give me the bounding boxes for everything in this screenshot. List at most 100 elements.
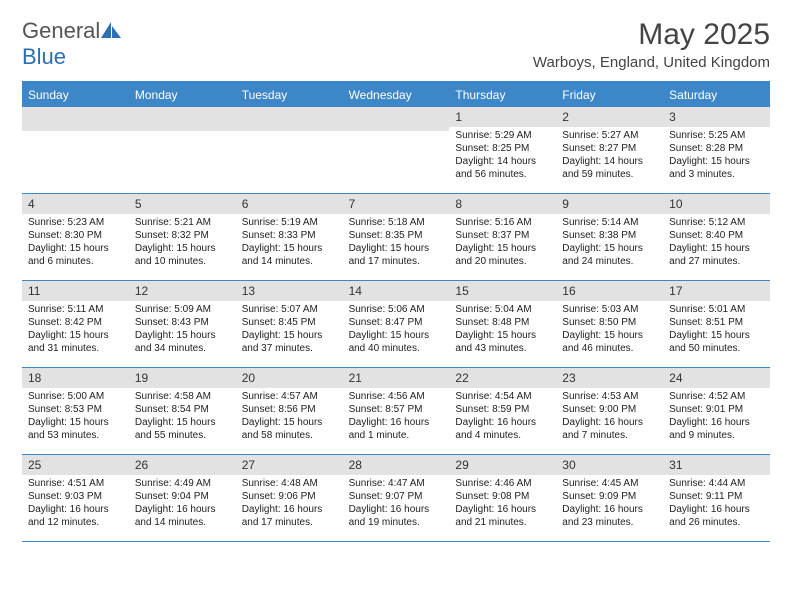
sunrise-text: Sunrise: 5:12 AM <box>669 216 764 229</box>
day-cell: 30Sunrise: 4:45 AMSunset: 9:09 PMDayligh… <box>556 455 663 541</box>
sunset-text: Sunset: 8:32 PM <box>135 229 230 242</box>
sunset-text: Sunset: 8:56 PM <box>242 403 337 416</box>
daylight-text: Daylight: 16 hours and 21 minutes. <box>455 503 550 529</box>
day-body: Sunrise: 4:45 AMSunset: 9:09 PMDaylight:… <box>556 475 663 533</box>
logo-text: General Blue <box>22 18 121 70</box>
sunset-text: Sunset: 8:38 PM <box>562 229 657 242</box>
daylight-text: Daylight: 16 hours and 17 minutes. <box>242 503 337 529</box>
sunset-text: Sunset: 8:35 PM <box>349 229 444 242</box>
sunrise-text: Sunrise: 4:49 AM <box>135 477 230 490</box>
sunset-text: Sunset: 8:25 PM <box>455 142 550 155</box>
day-body: Sunrise: 5:21 AMSunset: 8:32 PMDaylight:… <box>129 214 236 272</box>
day-cell: 1 Sunrise: 5:29 AMSunset: 8:25 PMDaylight… <box>449 107 556 193</box>
sunset-text: Sunset: 8:54 PM <box>135 403 230 416</box>
sunrise-text: Sunrise: 5:25 AM <box>669 129 764 142</box>
sunset-text: Sunset: 8:51 PM <box>669 316 764 329</box>
day-number: 27 <box>236 455 343 475</box>
daylight-text: Daylight: 14 hours and 59 minutes. <box>562 155 657 181</box>
day-body: Sunrise: 5:04 AMSunset: 8:48 PMDaylight:… <box>449 301 556 359</box>
daylight-text: Daylight: 15 hours and 53 minutes. <box>28 416 123 442</box>
day-cell: 10Sunrise: 5:12 AMSunset: 8:40 PMDayligh… <box>663 194 770 280</box>
sunrise-text: Sunrise: 5:23 AM <box>28 216 123 229</box>
day-number: 10 <box>663 194 770 214</box>
daylight-text: Daylight: 14 hours and 56 minutes. <box>455 155 550 181</box>
sunrise-text: Sunrise: 4:57 AM <box>242 390 337 403</box>
day-body: Sunrise: 5:12 AMSunset: 8:40 PMDaylight:… <box>663 214 770 272</box>
day-body: Sunrise: 4:58 AMSunset: 8:54 PMDaylight:… <box>129 388 236 446</box>
sunset-text: Sunset: 9:09 PM <box>562 490 657 503</box>
sunset-text: Sunset: 8:50 PM <box>562 316 657 329</box>
day-number: 31 <box>663 455 770 475</box>
sunrise-text: Sunrise: 5:29 AM <box>455 129 550 142</box>
sunset-text: Sunset: 8:53 PM <box>28 403 123 416</box>
calendar-grid: Sunday Monday Tuesday Wednesday Thursday… <box>22 81 770 542</box>
daylight-text: Daylight: 15 hours and 24 minutes. <box>562 242 657 268</box>
day-number: 6 <box>236 194 343 214</box>
logo-part2: Blue <box>22 44 66 69</box>
day-body: Sunrise: 5:23 AMSunset: 8:30 PMDaylight:… <box>22 214 129 272</box>
day-cell: 26Sunrise: 4:49 AMSunset: 9:04 PMDayligh… <box>129 455 236 541</box>
daylight-text: Daylight: 16 hours and 23 minutes. <box>562 503 657 529</box>
day-cell: 21Sunrise: 4:56 AMSunset: 8:57 PMDayligh… <box>343 368 450 454</box>
day-cell: 4Sunrise: 5:23 AMSunset: 8:30 PMDaylight… <box>22 194 129 280</box>
day-cell: 12Sunrise: 5:09 AMSunset: 8:43 PMDayligh… <box>129 281 236 367</box>
daylight-text: Daylight: 15 hours and 31 minutes. <box>28 329 123 355</box>
sunrise-text: Sunrise: 5:01 AM <box>669 303 764 316</box>
day-body: Sunrise: 5:11 AMSunset: 8:42 PMDaylight:… <box>22 301 129 359</box>
day-number: 1 <box>449 107 556 127</box>
sunset-text: Sunset: 8:48 PM <box>455 316 550 329</box>
sunrise-text: Sunrise: 4:52 AM <box>669 390 764 403</box>
day-body: Sunrise: 5:18 AMSunset: 8:35 PMDaylight:… <box>343 214 450 272</box>
day-cell: 8Sunrise: 5:16 AMSunset: 8:37 PMDaylight… <box>449 194 556 280</box>
day-number: 13 <box>236 281 343 301</box>
weeks-container: 1Sunrise: 5:29 AMSunset: 8:25 PMDaylight… <box>22 107 770 542</box>
day-number: 25 <box>22 455 129 475</box>
logo-sail-icon <box>101 22 121 38</box>
day-number: 18 <box>22 368 129 388</box>
month-title: May 2025 <box>533 18 770 52</box>
day-number: 30 <box>556 455 663 475</box>
daylight-text: Daylight: 16 hours and 12 minutes. <box>28 503 123 529</box>
sunset-text: Sunset: 8:27 PM <box>562 142 657 155</box>
daylight-text: Daylight: 16 hours and 14 minutes. <box>135 503 230 529</box>
day-body: Sunrise: 4:46 AMSunset: 9:08 PMDaylight:… <box>449 475 556 533</box>
day-body: Sunrise: 5:01 AMSunset: 8:51 PMDaylight:… <box>663 301 770 359</box>
day-number: 21 <box>343 368 450 388</box>
day-cell: 13Sunrise: 5:07 AMSunset: 8:45 PMDayligh… <box>236 281 343 367</box>
sunrise-text: Sunrise: 4:47 AM <box>349 477 444 490</box>
day-body: Sunrise: 5:25 AMSunset: 8:28 PMDaylight:… <box>663 127 770 185</box>
day-cell: 23Sunrise: 4:53 AMSunset: 9:00 PMDayligh… <box>556 368 663 454</box>
sunset-text: Sunset: 9:03 PM <box>28 490 123 503</box>
day-body: Sunrise: 5:27 AMSunset: 8:27 PMDaylight:… <box>556 127 663 185</box>
day-header-sun: Sunday <box>22 83 129 107</box>
day-body: Sunrise: 4:48 AMSunset: 9:06 PMDaylight:… <box>236 475 343 533</box>
day-cell: 24Sunrise: 4:52 AMSunset: 9:01 PMDayligh… <box>663 368 770 454</box>
day-body: Sunrise: 4:53 AMSunset: 9:00 PMDaylight:… <box>556 388 663 446</box>
day-cell: 14Sunrise: 5:06 AMSunset: 8:47 PMDayligh… <box>343 281 450 367</box>
sunset-text: Sunset: 8:37 PM <box>455 229 550 242</box>
title-block: May 2025 Warboys, England, United Kingdo… <box>533 18 770 71</box>
day-number: 7 <box>343 194 450 214</box>
sunrise-text: Sunrise: 5:19 AM <box>242 216 337 229</box>
day-number: 15 <box>449 281 556 301</box>
day-number: 5 <box>129 194 236 214</box>
calendar-page: General Blue May 2025 Warboys, England, … <box>0 0 792 560</box>
day-number: 23 <box>556 368 663 388</box>
sunrise-text: Sunrise: 5:06 AM <box>349 303 444 316</box>
sunrise-text: Sunrise: 5:00 AM <box>28 390 123 403</box>
sunrise-text: Sunrise: 5:27 AM <box>562 129 657 142</box>
daylight-text: Daylight: 16 hours and 1 minute. <box>349 416 444 442</box>
day-body: Sunrise: 5:03 AMSunset: 8:50 PMDaylight:… <box>556 301 663 359</box>
day-number: 9 <box>556 194 663 214</box>
day-number: 29 <box>449 455 556 475</box>
daylight-text: Daylight: 15 hours and 17 minutes. <box>349 242 444 268</box>
sunrise-text: Sunrise: 4:58 AM <box>135 390 230 403</box>
sunrise-text: Sunrise: 4:56 AM <box>349 390 444 403</box>
sunset-text: Sunset: 8:40 PM <box>669 229 764 242</box>
day-number: 16 <box>556 281 663 301</box>
week-row: 18Sunrise: 5:00 AMSunset: 8:53 PMDayligh… <box>22 368 770 455</box>
day-cell: 16Sunrise: 5:03 AMSunset: 8:50 PMDayligh… <box>556 281 663 367</box>
sunset-text: Sunset: 9:06 PM <box>242 490 337 503</box>
day-header-row: Sunday Monday Tuesday Wednesday Thursday… <box>22 83 770 107</box>
day-number: 11 <box>22 281 129 301</box>
